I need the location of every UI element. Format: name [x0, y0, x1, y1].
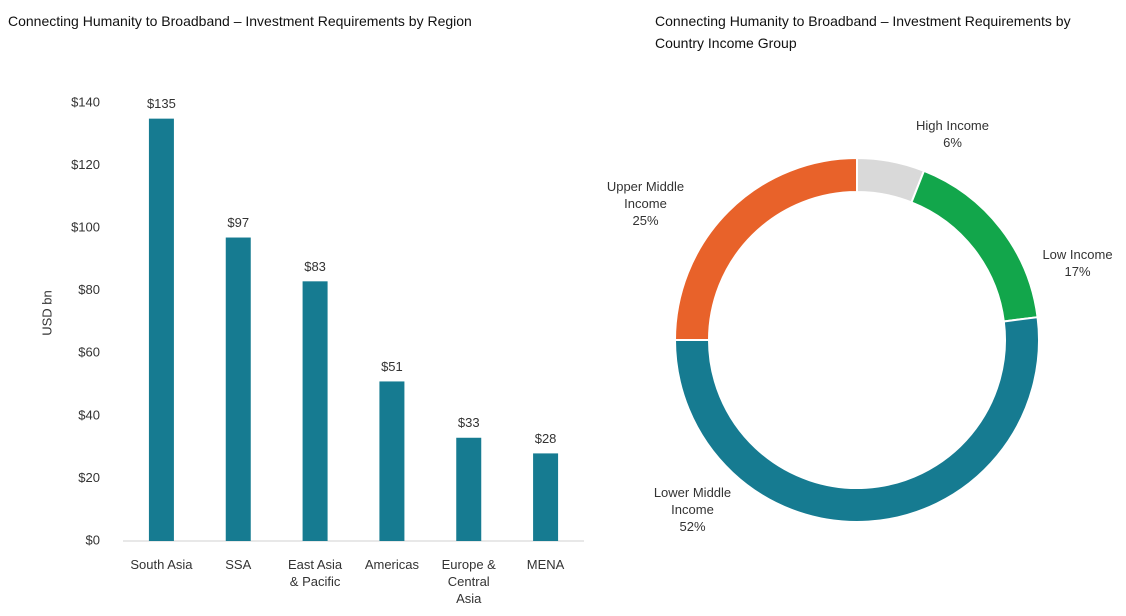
x-tick-label: East Asia & Pacific: [287, 557, 343, 589]
value-label: $135: [147, 96, 176, 111]
value-label: $97: [227, 215, 249, 230]
y-tick-label: $60: [78, 345, 100, 360]
x-tick-label: MENA: [526, 557, 565, 572]
donut-title: Connecting Humanity to Broadband – Inves…: [655, 13, 1071, 51]
y-tick-label: $20: [78, 470, 100, 485]
value-label: $28: [535, 431, 557, 446]
bar: [302, 281, 328, 541]
y-tick-label: $0: [86, 532, 100, 547]
segment-name: Lower Middle Income: [653, 485, 732, 517]
segment-value: 17%: [1064, 264, 1091, 279]
segment-label: Low Income 17%: [1030, 246, 1125, 280]
donut-segment: [673, 316, 1040, 523]
y-tick-label: $40: [78, 407, 100, 422]
segment-name: Low Income: [1042, 247, 1113, 262]
y-axis-label: USD bn: [39, 290, 54, 336]
segment-name: Upper Middle Income: [606, 179, 685, 211]
bar: [533, 453, 559, 541]
bar: [379, 381, 405, 541]
segment-value: 6%: [943, 135, 962, 150]
bar-title: Connecting Humanity to Broadband – Inves…: [8, 13, 472, 29]
y-tick-label: $100: [71, 220, 100, 235]
y-tick-label: $80: [78, 282, 100, 297]
bar: [148, 118, 174, 542]
bar: [456, 437, 482, 541]
segment-value: 52%: [679, 519, 706, 534]
segment-label: Upper Middle Income 25%: [598, 178, 693, 229]
x-tick-label: SSA: [225, 557, 252, 572]
segment-name: High Income: [916, 118, 989, 133]
y-tick-label: $120: [71, 157, 100, 172]
x-tick-label: Americas: [364, 557, 419, 572]
donut-segment: [910, 169, 1039, 323]
y-tick-label: $140: [71, 94, 100, 109]
value-label: $33: [458, 415, 480, 430]
value-label: $51: [381, 359, 403, 374]
bar: [225, 237, 251, 541]
value-label: $83: [304, 259, 326, 274]
segment-label: High Income 6%: [905, 117, 1000, 151]
segment-label: Lower Middle Income 52%: [645, 484, 740, 535]
donut-segment: [673, 156, 858, 341]
segment-value: 25%: [632, 213, 659, 228]
x-tick-label: South Asia: [130, 557, 193, 572]
x-tick-label: Europe & Central Asia: [441, 557, 496, 606]
